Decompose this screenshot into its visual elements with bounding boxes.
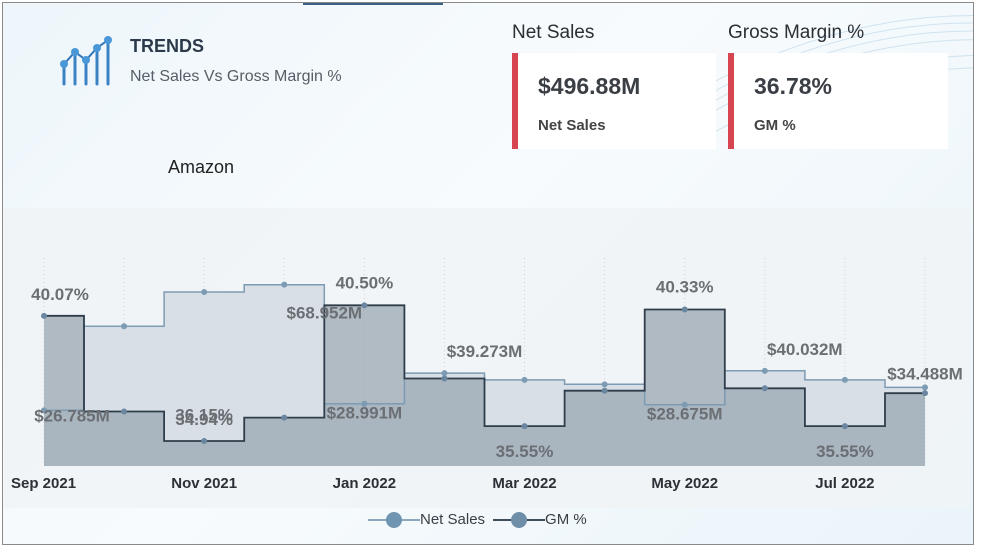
- legend-swatch-gm: [493, 511, 546, 528]
- net-sales-point: [121, 323, 128, 330]
- net-sales-data-label: $34.488M: [887, 364, 963, 383]
- report-title: TRENDS: [130, 36, 205, 56]
- report-subtitle: Net Sales Vs Gross Margin %: [130, 68, 342, 85]
- x-tick-label: Sep 2021: [11, 475, 76, 492]
- net-sales-point: [761, 367, 768, 374]
- net-sales-point: [841, 376, 848, 383]
- net-sales-data-label: $68.952M: [286, 304, 362, 323]
- gm-point: [922, 390, 928, 397]
- legend-item-net-sales[interactable]: Net Sales: [368, 511, 489, 528]
- kpi-net-sales-card[interactable]: $496.88M Net Sales: [512, 53, 716, 149]
- gm-point: [441, 375, 448, 382]
- gm-point: [601, 387, 608, 394]
- net-sales-data-label: $26.785M: [34, 406, 110, 425]
- kpi-net-sales-label: Net Sales: [538, 117, 606, 134]
- gm-point: [41, 312, 47, 319]
- gm-point: [281, 414, 288, 421]
- kpi-gm-card[interactable]: 36.78% GM %: [728, 53, 948, 149]
- legend-item-gm[interactable]: GM %: [493, 511, 591, 528]
- legend-label-gm: GM %: [545, 511, 587, 528]
- net-sales-data-label: $39.273M: [447, 342, 523, 361]
- gm-point: [681, 306, 688, 313]
- net-sales-point: [441, 370, 448, 377]
- top-strip: [303, 3, 443, 5]
- gm-point: [201, 438, 208, 444]
- gm-data-label: 34.94%: [175, 410, 233, 429]
- x-tick-label: Jan 2022: [333, 475, 396, 492]
- net-sales-data-label: $28.991M: [327, 404, 403, 423]
- net-sales-point: [201, 288, 208, 295]
- gm-point: [841, 423, 848, 430]
- net-sales-point: [681, 401, 688, 408]
- net-sales-point: [922, 384, 928, 391]
- gm-data-label: 40.07%: [31, 285, 89, 304]
- net-sales-point: [281, 281, 288, 288]
- gm-data-label: 36.15%: [175, 406, 233, 425]
- net-sales-data-label: $40.032M: [767, 340, 843, 359]
- net-sales-point: [521, 376, 528, 383]
- gm-point: [761, 385, 768, 392]
- gm-point: [121, 408, 128, 415]
- x-tick-label: Mar 2022: [492, 475, 556, 492]
- kpi-gm-title: Gross Margin %: [728, 22, 865, 43]
- net-sales-point: [361, 400, 368, 407]
- net-sales-point: [601, 381, 608, 388]
- trends-icon: [60, 36, 112, 86]
- x-tick-label: Jul 2022: [815, 475, 874, 492]
- x-tick-label: May 2022: [651, 475, 718, 492]
- chart-legend: Net Sales GM %: [368, 511, 591, 528]
- gm-point: [361, 302, 368, 309]
- kpi-net-sales-value: $496.88M: [538, 73, 641, 99]
- kpi-gm-label: GM %: [754, 117, 796, 134]
- net-sales-point: [41, 407, 47, 414]
- gm-data-label: 35.55%: [816, 442, 874, 461]
- gm-line: [44, 304, 925, 442]
- kpi-net-sales-title: Net Sales: [512, 22, 595, 43]
- kpi-gm-value: 36.78%: [754, 73, 833, 99]
- net-sales-line: [44, 283, 925, 412]
- x-tick-label: Nov 2021: [171, 475, 237, 492]
- gm-data-label: 40.50%: [336, 273, 394, 292]
- legend-label-net-sales: Net Sales: [420, 511, 486, 528]
- gm-point: [521, 423, 528, 430]
- company-label: Amazon: [168, 157, 235, 177]
- net-sales-data-label: $28.675M: [647, 405, 723, 424]
- legend-swatch-net-sales: [368, 511, 420, 528]
- gm-data-label: 40.33%: [656, 278, 714, 297]
- gm-data-label: 35.55%: [496, 442, 554, 461]
